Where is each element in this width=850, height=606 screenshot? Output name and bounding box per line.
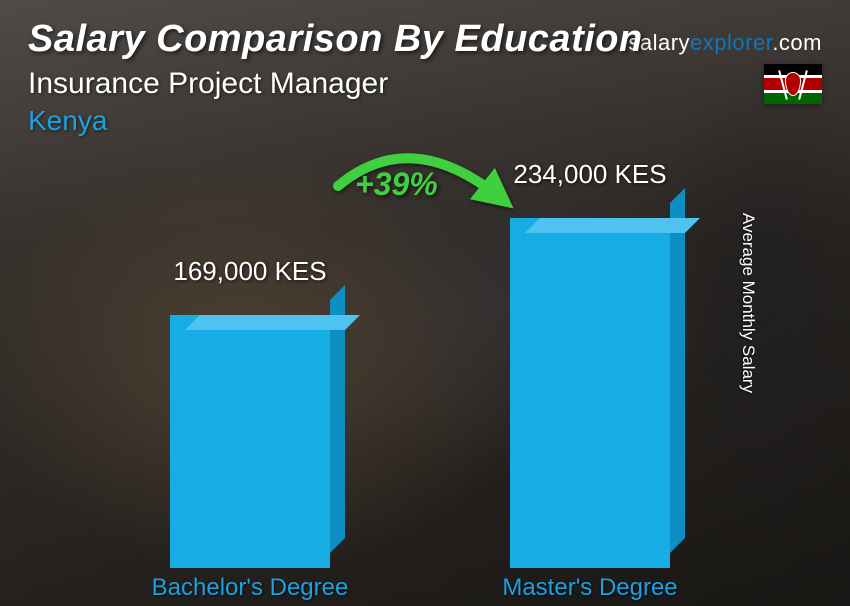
watermark: salaryexplorer.com <box>628 30 822 56</box>
pct-change-label: +39% <box>355 166 438 203</box>
pct-arrow-icon <box>0 146 850 606</box>
bar-category-label: Master's Degree <box>460 574 720 602</box>
country-name: Kenya <box>28 105 643 137</box>
watermark-text-post: .com <box>772 30 822 55</box>
bar-3d <box>510 218 670 568</box>
bar-value-label: 169,000 KES <box>120 256 380 287</box>
job-title: Insurance Project Manager <box>28 67 643 101</box>
watermark-text-accent: explorer <box>690 30 772 55</box>
bar-value-label: 234,000 KES <box>460 159 720 190</box>
bar-3d <box>170 315 330 568</box>
bar-group: 234,000 KESMaster's Degree <box>510 218 670 568</box>
bar-group: 169,000 KESBachelor's Degree <box>170 315 330 568</box>
page-title: Salary Comparison By Education <box>28 18 643 61</box>
bar-chart: +39% 169,000 KESBachelor's Degree234,000… <box>0 146 850 606</box>
country-flag <box>764 64 822 104</box>
header: Salary Comparison By Education Insurance… <box>28 18 643 137</box>
bar-category-label: Bachelor's Degree <box>120 574 380 602</box>
